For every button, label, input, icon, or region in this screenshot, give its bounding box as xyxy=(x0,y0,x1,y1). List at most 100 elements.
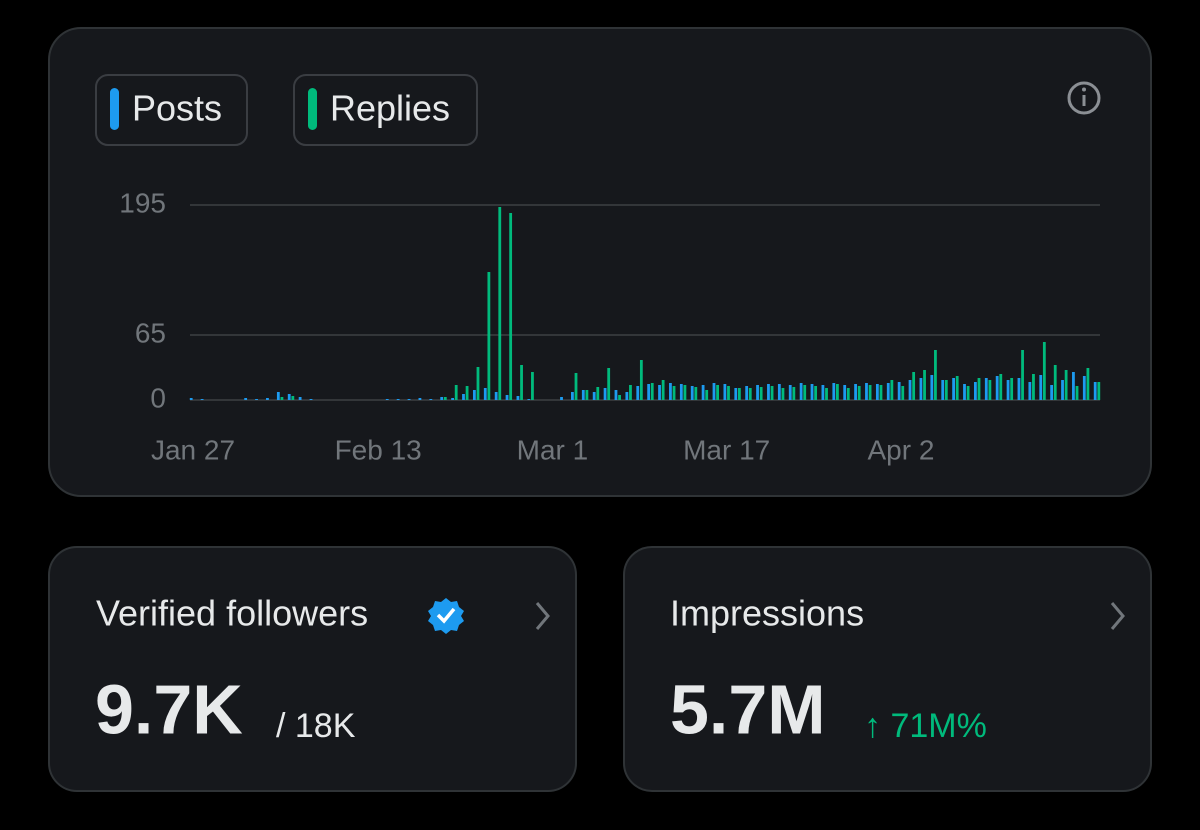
bar xyxy=(309,399,313,400)
bar xyxy=(1050,385,1054,400)
bar xyxy=(886,383,890,400)
x-tick-label: Feb 13 xyxy=(335,434,422,465)
bar xyxy=(189,398,193,400)
legend-replies[interactable]: Replies xyxy=(293,74,478,146)
bar xyxy=(977,378,981,400)
bar xyxy=(560,397,563,400)
bar xyxy=(963,384,966,400)
card-change: ↑ 71M% xyxy=(864,707,987,745)
bar xyxy=(930,375,934,400)
info-dot xyxy=(1082,87,1086,92)
chevron[interactable] xyxy=(535,602,550,630)
bar xyxy=(767,384,770,400)
legend-chip[interactable] xyxy=(293,74,478,146)
bar xyxy=(429,399,433,400)
bar xyxy=(919,378,923,400)
bar xyxy=(934,350,937,400)
bar xyxy=(200,399,204,400)
bar xyxy=(756,385,759,400)
legend-chip[interactable] xyxy=(95,74,248,146)
bar xyxy=(690,386,694,400)
bar xyxy=(443,397,447,400)
bar xyxy=(574,373,578,400)
bar xyxy=(716,385,719,400)
bar xyxy=(618,395,621,400)
bar xyxy=(810,384,814,400)
chevron[interactable] xyxy=(1110,602,1125,630)
bar xyxy=(520,365,523,400)
bar xyxy=(912,372,916,400)
bar xyxy=(266,398,269,400)
bar xyxy=(509,213,513,400)
bar xyxy=(694,387,698,400)
x-tick-label: Mar 1 xyxy=(517,434,589,465)
bar xyxy=(745,386,749,400)
bar xyxy=(944,380,948,400)
x-tick-label: Mar 17 xyxy=(683,434,770,465)
bar xyxy=(788,385,792,400)
bar xyxy=(748,388,752,400)
bar xyxy=(868,385,872,400)
bar xyxy=(777,384,781,400)
bar xyxy=(1021,350,1024,400)
bar xyxy=(636,386,640,400)
bar xyxy=(836,384,839,400)
bar xyxy=(385,399,389,400)
bar xyxy=(255,399,258,400)
bar xyxy=(723,384,727,400)
info-icon[interactable] xyxy=(1067,81,1101,115)
bar xyxy=(585,390,589,400)
bar xyxy=(658,385,661,400)
bar xyxy=(759,387,763,400)
bar xyxy=(650,383,654,400)
bar xyxy=(1086,368,1090,400)
bar xyxy=(825,388,828,400)
bar xyxy=(596,387,600,400)
bar xyxy=(661,380,665,400)
bar xyxy=(734,388,738,400)
bar xyxy=(1064,370,1068,400)
bar xyxy=(629,385,632,400)
bar xyxy=(607,368,611,400)
bar xyxy=(727,386,730,400)
legend-posts[interactable]: Posts xyxy=(95,74,248,146)
bar xyxy=(1039,375,1043,400)
bar xyxy=(1028,382,1032,400)
card-title: Impressions xyxy=(670,593,864,634)
bar xyxy=(498,207,502,400)
bar xyxy=(679,384,683,400)
bar xyxy=(955,376,959,400)
bar xyxy=(712,383,716,400)
bar xyxy=(792,387,796,400)
bar xyxy=(1075,386,1079,400)
bar xyxy=(737,388,741,400)
bar xyxy=(494,392,498,400)
bar xyxy=(287,394,291,400)
bar xyxy=(1097,382,1101,400)
bar xyxy=(298,397,302,400)
bar xyxy=(923,370,926,400)
info-circle[interactable] xyxy=(1067,81,1101,115)
impressions-card[interactable] xyxy=(623,546,1152,792)
bar xyxy=(440,397,444,400)
bar xyxy=(973,382,977,400)
followers-card[interactable] xyxy=(48,546,577,792)
bar xyxy=(941,380,945,400)
y-tick-label: 65 xyxy=(135,317,166,348)
bar xyxy=(705,390,709,400)
legend-swatch xyxy=(110,88,119,130)
card-detail: / 18K xyxy=(276,707,356,745)
bar xyxy=(516,396,520,400)
legend-label: Replies xyxy=(330,88,450,129)
bar xyxy=(451,398,454,400)
x-tick-label: Jan 27 xyxy=(151,434,235,465)
bar xyxy=(984,378,988,400)
bar xyxy=(581,390,585,400)
bar xyxy=(454,385,458,400)
bar xyxy=(966,386,970,400)
bar xyxy=(995,376,999,400)
bar xyxy=(1006,380,1010,400)
legend-label: Posts xyxy=(132,88,222,129)
